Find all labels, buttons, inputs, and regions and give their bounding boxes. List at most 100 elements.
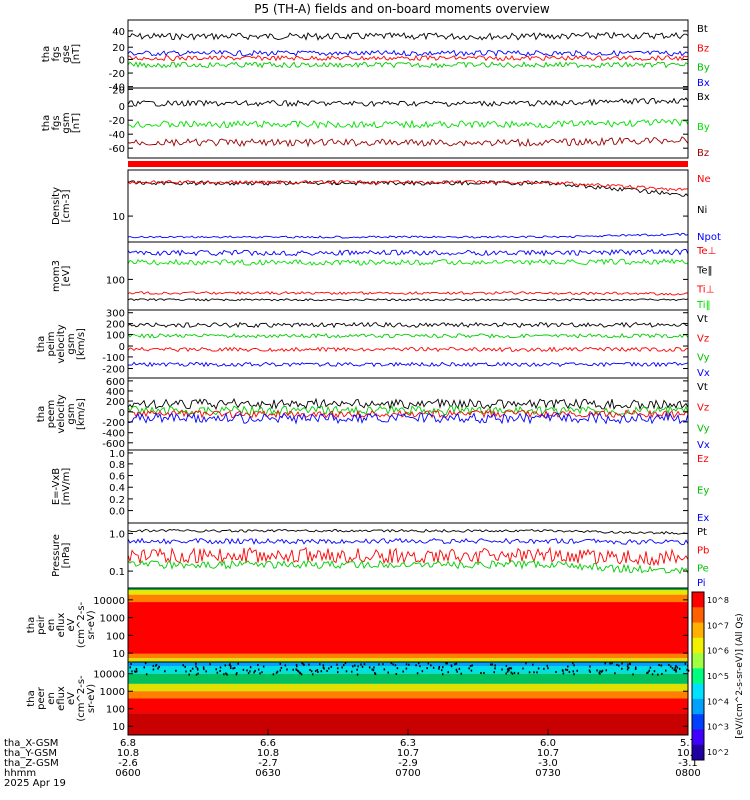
date-label: 2025 Apr 19 [4,778,66,789]
spectrogram-speckle [301,662,303,665]
plot-title: P5 (TH-A) fields and on-board moments ov… [254,2,550,16]
y-axis-label-line: eV [66,692,77,705]
spectrogram-speckle [536,671,538,674]
spectrogram-speckle [152,668,155,671]
legend-entry: Pe [697,564,709,575]
legend-entry: Te‖ [696,265,713,276]
y-axis-label-line: sr-eV) [86,684,97,713]
spectrogram-speckle [614,672,616,675]
colorbar-frame [691,591,705,761]
spectrogram-speckle [408,663,410,666]
x-row-label: tha_X-GSM [4,738,58,749]
y-axis-label-line: fgs [51,115,62,130]
y-axis-label-line: [nT] [71,113,82,133]
series-line-1-2 [127,49,689,58]
y-tick-label: 0.0 [109,507,125,518]
spectrogram-speckle [143,666,145,669]
spectrogram-speckle [572,662,574,665]
spectrogram-speckle [297,670,300,673]
colorbar-tick-label: 10^8 [707,596,729,605]
series-line-4-4 [127,298,689,302]
spectrogram-speckle [262,665,265,668]
y-axis-label-line: peer [36,686,47,710]
y-tick-label: 10 [112,212,125,223]
spectrogram-speckle [373,666,375,669]
colorbar-segment [692,653,704,669]
y-axis-label-line: Pressure [51,534,62,577]
series-line-5-2 [127,333,689,339]
spectrogram-speckle [326,669,328,672]
series-line-2-3 [127,136,689,148]
spectrogram-speckle [430,664,432,667]
spectrogram-speckle [280,666,283,669]
spectrogram-speckle [336,671,339,674]
y-axis-label-line: sr-eV) [86,610,97,639]
spectrogram-speckle [317,671,319,674]
spectrogram-speckle [416,672,419,675]
legend-entry: Ne [697,174,711,185]
spectrogram-speckle [505,672,507,675]
spectrogram-speckle [320,670,323,673]
colorbar-tick-label: 10^5 [707,672,729,681]
spectrogram-speckle [392,663,394,666]
spectrogram-speckle [426,667,428,670]
spectrogram-speckle [254,669,256,672]
spectrogram-speckle [596,669,598,672]
spectrogram-speckle [157,667,159,670]
spectrogram-speckle [678,667,681,670]
spectrogram-speckle [292,668,294,671]
spectrogram-speckle [494,664,496,667]
y-tick-label: 1000 [100,614,125,625]
spectrogram-speckle [609,662,611,665]
spectrogram-speckle [229,667,232,670]
panel-3: 10 Density[cm-3] Ne Ni Npot [51,169,721,243]
spectrogram-band [128,653,688,659]
legend-entry: Pb [697,545,709,556]
spectrogram-speckle [455,662,458,665]
series-line-3-1 [127,179,689,197]
spectrogram-speckle [216,671,219,674]
spectrogram-speckle [185,670,187,673]
panel-10: 10000 1000 100 10 thapeerenefluxeV(cm^2-s-sr… [26,661,690,736]
spectrogram-speckle [286,668,288,671]
y-axis-label-line: [eV] [61,266,72,287]
colorbar-segment [692,607,704,624]
spectrogram-speckle [525,662,527,665]
spectrogram-speckle [229,663,231,666]
spectrogram-speckle [572,670,574,673]
y-axis-label-line: (cm^2-s- [76,601,87,648]
spectrogram-speckle [175,669,177,672]
spectrogram-speckle [528,671,531,674]
spectrogram-speckle [675,670,677,673]
spectrogram-speckle [261,671,263,674]
spectrogram-speckle [308,663,310,666]
colorbar-segment [692,744,704,761]
colorbar-tick-label: 10^6 [707,647,729,656]
y-axis-label: E=-VxB[mV/m] [51,468,72,506]
spectrogram-band [128,588,688,591]
spectrogram-speckle [249,666,252,669]
colorbar-segment [692,668,704,685]
spectrogram-speckle [501,668,503,671]
y-axis-label-line: gsm [61,112,72,133]
spectrogram-speckle [669,665,672,668]
y-axis-label-line: tha [26,617,37,633]
y-tick-label: 1.0 [109,449,125,460]
spectrogram-speckle [345,670,348,673]
spectrogram-speckle [383,668,386,671]
spectrogram-speckle [447,671,449,674]
spectrogram-speckle [469,664,472,667]
spectrogram-speckle [328,667,330,670]
spectrogram-speckle [671,667,674,670]
x-tick-label: 0700 [395,768,420,779]
spectrogram-speckle [311,673,314,676]
y-tick-label: 20 [112,43,125,54]
x-tick-label: -2.7 [258,758,278,769]
spectrogram-speckle [368,666,371,669]
spectrogram-speckle [634,668,637,671]
spectrogram-speckle [131,670,133,673]
spectrogram-speckle [191,667,194,670]
spectrogram-speckle [336,663,338,666]
legend-entry: Pt [697,527,707,538]
panel-frame [127,309,689,379]
